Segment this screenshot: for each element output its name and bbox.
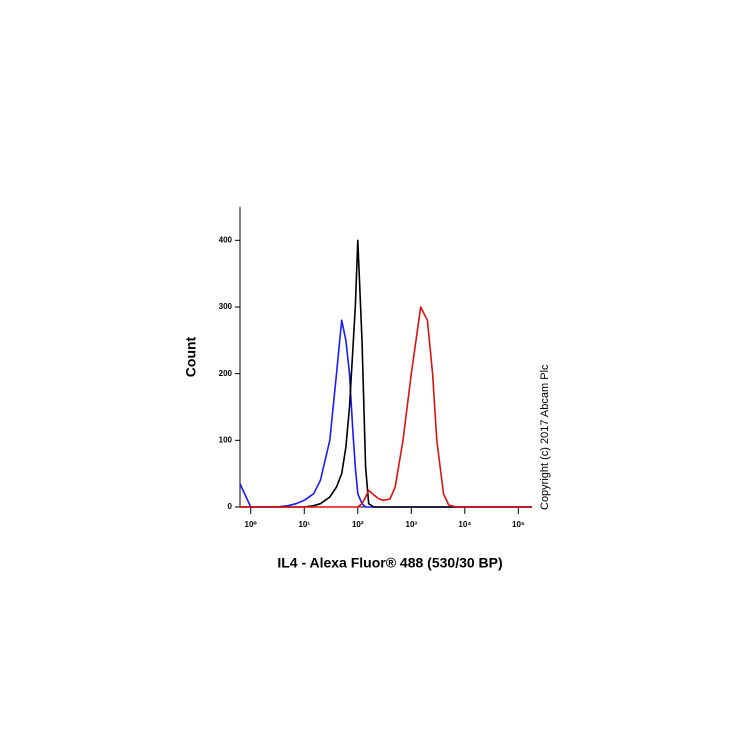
- x-tick-label: 10⁰: [245, 520, 258, 529]
- y-axis-title: Count: [183, 336, 199, 377]
- y-tick-label: 200: [219, 369, 233, 378]
- x-axis-title: IL4 - Alexa Fluor® 488 (530/30 BP): [277, 555, 502, 571]
- y-tick-label: 300: [219, 302, 233, 311]
- y-tick-label: 100: [219, 435, 233, 444]
- x-tick-label: 10³: [406, 520, 418, 529]
- histogram-line: [240, 239, 532, 508]
- y-tick-label: 400: [219, 235, 233, 244]
- x-tick-label: 10⁵: [512, 520, 525, 529]
- x-tick-label: 10¹: [298, 520, 310, 529]
- histogram-line: [240, 306, 532, 508]
- histogram-line: [239, 319, 532, 508]
- x-tick-label: 10²: [352, 520, 364, 529]
- x-tick-label: 10⁴: [458, 520, 471, 529]
- y-tick-label: 0: [228, 502, 233, 511]
- copyright: Copyright (c) 2017 Abcam Plc: [539, 364, 551, 510]
